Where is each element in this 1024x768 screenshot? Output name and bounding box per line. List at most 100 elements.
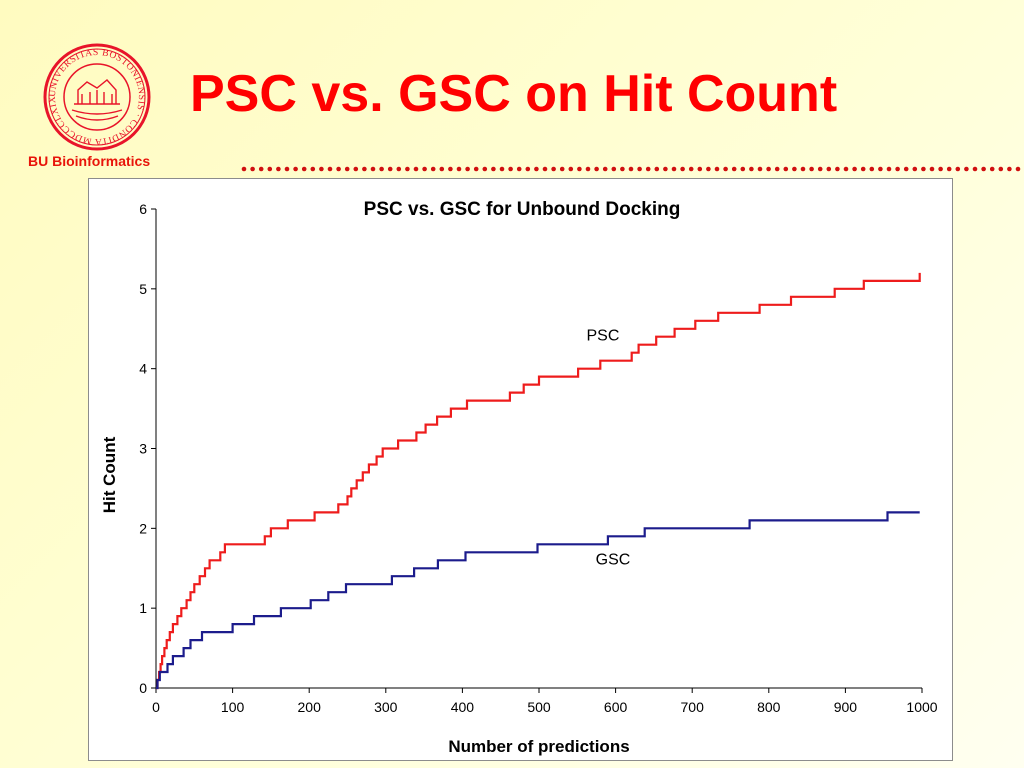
divider-dot [241, 166, 247, 172]
divider-dot [774, 166, 780, 172]
divider-dot [301, 166, 307, 172]
divider-dot [379, 166, 384, 172]
divider-dot [817, 166, 823, 172]
divider-dot [448, 166, 453, 172]
divider-dot [835, 166, 840, 172]
divider-dot [456, 166, 462, 172]
divider-dot [577, 166, 582, 172]
divider-dot [740, 166, 746, 172]
psc-series-line [156, 272, 921, 690]
divider-dot [989, 166, 995, 172]
divider-dot [964, 166, 969, 172]
divider-dot [938, 166, 943, 172]
divider-dot [534, 166, 539, 172]
gsc-series-label: GSC [596, 551, 631, 568]
divider-dot [645, 166, 651, 172]
x-tick-label: 0 [152, 699, 160, 715]
divider-dot [508, 166, 513, 172]
divider-dot [258, 166, 264, 172]
divider-dot [783, 166, 789, 172]
divider-dot [293, 166, 298, 172]
x-tick-label: 800 [757, 699, 781, 715]
divider-dot [353, 166, 359, 172]
divider-dot [731, 166, 737, 172]
divider-dot [800, 166, 806, 172]
divider-dot [430, 166, 436, 172]
y-tick-label: 0 [139, 680, 147, 696]
dotted-divider [241, 166, 1021, 172]
divider-dot [903, 166, 909, 172]
divider-dot [972, 166, 978, 172]
divider-dot [439, 166, 445, 172]
x-tick-label: 100 [221, 699, 245, 715]
divider-dot [405, 166, 410, 172]
divider-dot [310, 166, 316, 172]
divider-dot [929, 166, 935, 172]
y-tick-label: 2 [139, 520, 147, 536]
x-tick-label: 300 [374, 699, 398, 715]
x-tick-label: 700 [681, 699, 705, 715]
divider-dot [680, 166, 685, 172]
divider-dot [843, 166, 849, 172]
divider-dot [946, 166, 952, 172]
divider-dot [749, 166, 754, 172]
divider-dot [387, 166, 393, 172]
divider-dot [723, 166, 728, 172]
divider-dot [499, 166, 505, 172]
y-axis-title: Hit Count [100, 436, 119, 513]
divider-dot [362, 166, 367, 172]
divider-dot [895, 166, 900, 172]
divider-dot [276, 166, 281, 172]
divider-dot [327, 166, 333, 172]
x-tick-label: 500 [527, 699, 551, 715]
series-labels: PSC GSC [586, 328, 630, 569]
divider-dot [766, 166, 771, 172]
x-axis: 0 100 200 300 400 500 600 700 800 900 1000 [152, 687, 938, 715]
divider-dot [654, 166, 660, 172]
y-tick-label: 1 [139, 600, 147, 616]
divider-dot [637, 166, 642, 172]
divider-dot [250, 166, 255, 172]
y-tick-label: 5 [139, 281, 147, 297]
divider-dot [491, 166, 496, 172]
x-tick-label: 900 [834, 699, 858, 715]
chart-title: PSC vs. GSC for Unbound Docking [364, 199, 681, 220]
divider-dot [585, 166, 591, 172]
divider-dot [422, 166, 427, 172]
divider-dot [826, 166, 832, 172]
divider-dot [344, 166, 350, 172]
divider-dot [852, 166, 857, 172]
x-tick-label: 600 [604, 699, 628, 715]
y-tick-label: 4 [139, 361, 147, 377]
divider-dot [568, 166, 574, 172]
university-seal-logo: UNIVERSITAS BOSTONIENSIS · CONDITA MDCCC… [42, 42, 152, 152]
divider-dot [697, 166, 703, 172]
divider-dot [860, 166, 866, 172]
divider-dot [284, 166, 290, 172]
divider-dot [396, 166, 402, 172]
divider-dot [559, 166, 565, 172]
divider-dot [525, 166, 531, 172]
divider-dot [620, 166, 625, 172]
divider-dot [886, 166, 892, 172]
divider-dot [465, 166, 470, 172]
divider-dot [912, 166, 918, 172]
divider-dot [628, 166, 634, 172]
divider-dot [594, 166, 599, 172]
x-tick-label: 400 [451, 699, 475, 715]
divider-dot [955, 166, 961, 172]
divider-dot [714, 166, 720, 172]
divider-dot [542, 166, 548, 172]
divider-dot [981, 166, 986, 172]
y-tick-label: 3 [139, 441, 147, 457]
divider-dot [319, 166, 324, 172]
divider-dot [1015, 166, 1021, 172]
divider-dot [869, 166, 875, 172]
divider-dot [1007, 166, 1012, 172]
divider-dot [516, 166, 522, 172]
divider-dot [473, 166, 479, 172]
divider-dot [267, 166, 273, 172]
divider-dot [611, 166, 617, 172]
divider-dot [921, 166, 926, 172]
series-lines [156, 272, 921, 690]
